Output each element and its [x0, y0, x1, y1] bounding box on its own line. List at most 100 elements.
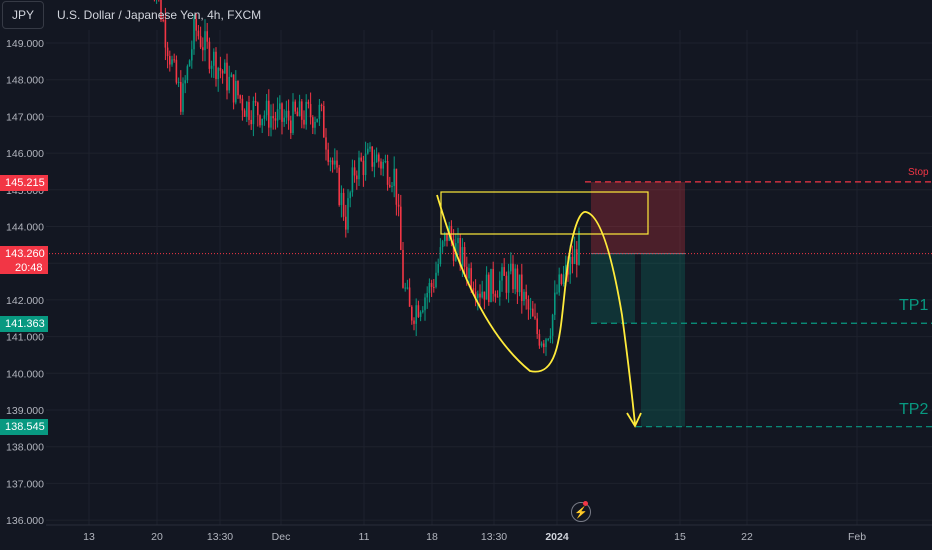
- candle-body: [468, 268, 470, 279]
- candle-body: [565, 264, 567, 275]
- candle-body: [532, 308, 534, 317]
- candle-body: [283, 117, 285, 122]
- lightning-icon[interactable]: ⚡: [571, 502, 591, 522]
- candle-body: [461, 247, 464, 266]
- candle-body: [169, 56, 171, 65]
- current-price: 143.260: [5, 248, 45, 260]
- candle-body: [312, 117, 314, 128]
- candle-body: [470, 268, 472, 289]
- candle-body: [362, 160, 365, 175]
- candle-body: [226, 62, 228, 91]
- candle-body: [268, 100, 270, 128]
- projection-curve: [436, 194, 636, 425]
- time-tick-label: Feb: [848, 531, 866, 543]
- candle-body: [391, 185, 393, 187]
- candle-body: [450, 225, 453, 240]
- candle-body: [488, 274, 490, 303]
- candle-body: [294, 101, 296, 112]
- price-tick-label: 138.000: [6, 442, 44, 454]
- candle-body: [386, 160, 389, 185]
- price-tick-label: 141.000: [6, 332, 44, 344]
- candle-body: [413, 320, 415, 324]
- candle-body: [327, 149, 329, 162]
- candle-body: [318, 104, 321, 119]
- candle-body: [417, 305, 420, 317]
- candle-body: [219, 67, 222, 71]
- candle-body: [197, 30, 200, 37]
- candle-body: [382, 162, 384, 169]
- candle-body: [342, 192, 345, 217]
- candle-body: [199, 36, 202, 48]
- price-tick-label: 149.000: [6, 38, 44, 50]
- candle-body: [356, 175, 358, 180]
- candle-body: [239, 95, 241, 99]
- supply-zone-rect: [440, 191, 649, 235]
- price-tick-label: 142.000: [6, 295, 44, 307]
- candle-body: [538, 334, 541, 346]
- candle-body: [452, 239, 455, 261]
- candle-body: [195, 18, 197, 31]
- candle-body: [338, 167, 340, 205]
- candle-body: [439, 247, 442, 265]
- candle-body: [307, 101, 310, 105]
- candle-body: [164, 19, 167, 48]
- candle-body: [426, 292, 428, 298]
- candle-body: [254, 100, 257, 103]
- candle-body: [241, 98, 244, 111]
- candle-body: [571, 256, 574, 265]
- time-tick-label: Dec: [272, 531, 291, 543]
- candle-body: [554, 292, 556, 315]
- candle-body: [230, 74, 233, 77]
- symbol-button[interactable]: JPY: [2, 1, 44, 29]
- candle-body: [186, 66, 189, 81]
- candle-body: [166, 47, 169, 57]
- candle-body: [336, 160, 338, 168]
- stop-zone: [591, 181, 685, 254]
- candle-body: [325, 137, 327, 150]
- time-tick-label: 20: [151, 531, 163, 543]
- candle-body: [292, 101, 294, 134]
- candle-body: [329, 160, 332, 162]
- candle-body: [523, 291, 525, 302]
- candle-body: [323, 106, 325, 138]
- candle-body: [206, 31, 208, 42]
- candle-body: [373, 162, 376, 167]
- candle-body: [160, 0, 162, 20]
- time-tick-label: 22: [741, 531, 753, 543]
- candle-body: [369, 146, 371, 149]
- candle-body: [529, 308, 532, 310]
- candle-body: [296, 111, 299, 117]
- candle-body: [499, 280, 501, 297]
- candle-body: [215, 51, 217, 80]
- candle-body: [175, 59, 178, 83]
- candle-body: [303, 119, 305, 125]
- price-tick-label: 140.000: [6, 368, 44, 380]
- level-lines: [46, 181, 932, 428]
- price-tick-label: 144.000: [6, 222, 44, 234]
- candle-body: [507, 271, 510, 293]
- time-tick-label: 13:30: [207, 531, 233, 543]
- candle-body: [573, 249, 576, 265]
- candle-body: [534, 316, 536, 319]
- candle-body: [397, 204, 400, 207]
- time-tick-label: 18: [426, 531, 438, 543]
- candle-body: [375, 154, 378, 163]
- candle-body: [485, 274, 488, 300]
- candle-body: [424, 297, 426, 311]
- tp1-price-badge: 141.363: [0, 316, 48, 332]
- countdown: 20:48: [15, 262, 43, 274]
- candle-body: [527, 299, 530, 310]
- candle-body: [281, 103, 283, 122]
- price-tick-label: 137.000: [6, 478, 44, 490]
- candle-body: [257, 102, 259, 116]
- candle-body: [298, 101, 301, 117]
- candle-body: [415, 305, 417, 324]
- candle-body: [549, 335, 552, 339]
- candle-body: [540, 343, 543, 346]
- time-tick-label: 11: [359, 531, 370, 543]
- time-tick-label: 15: [674, 531, 686, 543]
- candle-body: [400, 206, 402, 250]
- time-tick-label: 2024: [545, 531, 569, 543]
